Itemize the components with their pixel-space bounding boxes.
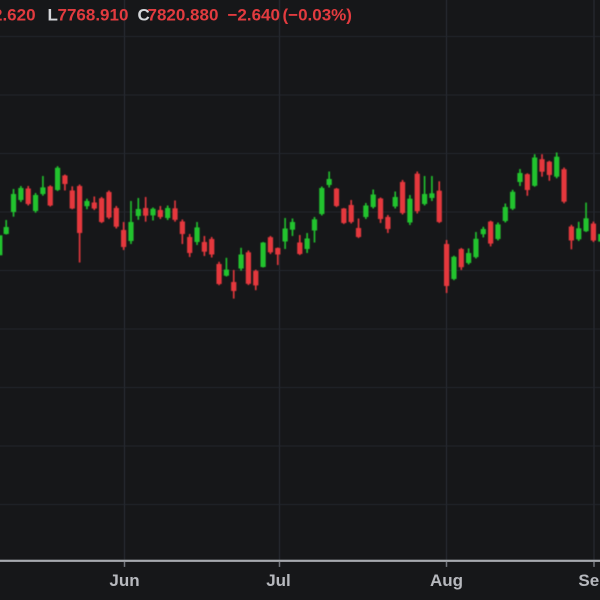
svg-text:7768.910: 7768.910 [58, 6, 129, 25]
svg-text:−2.640: −2.640 [228, 6, 280, 25]
svg-text:L: L [48, 6, 58, 25]
svg-text:(−0.03%): (−0.03%) [283, 6, 352, 25]
svg-text:Sep: Sep [578, 571, 600, 590]
svg-text:C: C [138, 6, 150, 25]
svg-text:Aug: Aug [430, 571, 463, 590]
svg-text:7820.880: 7820.880 [148, 6, 219, 25]
svg-text:Jun: Jun [109, 571, 139, 590]
svg-text:Jul: Jul [266, 571, 291, 590]
svg-text:2.620: 2.620 [0, 6, 36, 25]
